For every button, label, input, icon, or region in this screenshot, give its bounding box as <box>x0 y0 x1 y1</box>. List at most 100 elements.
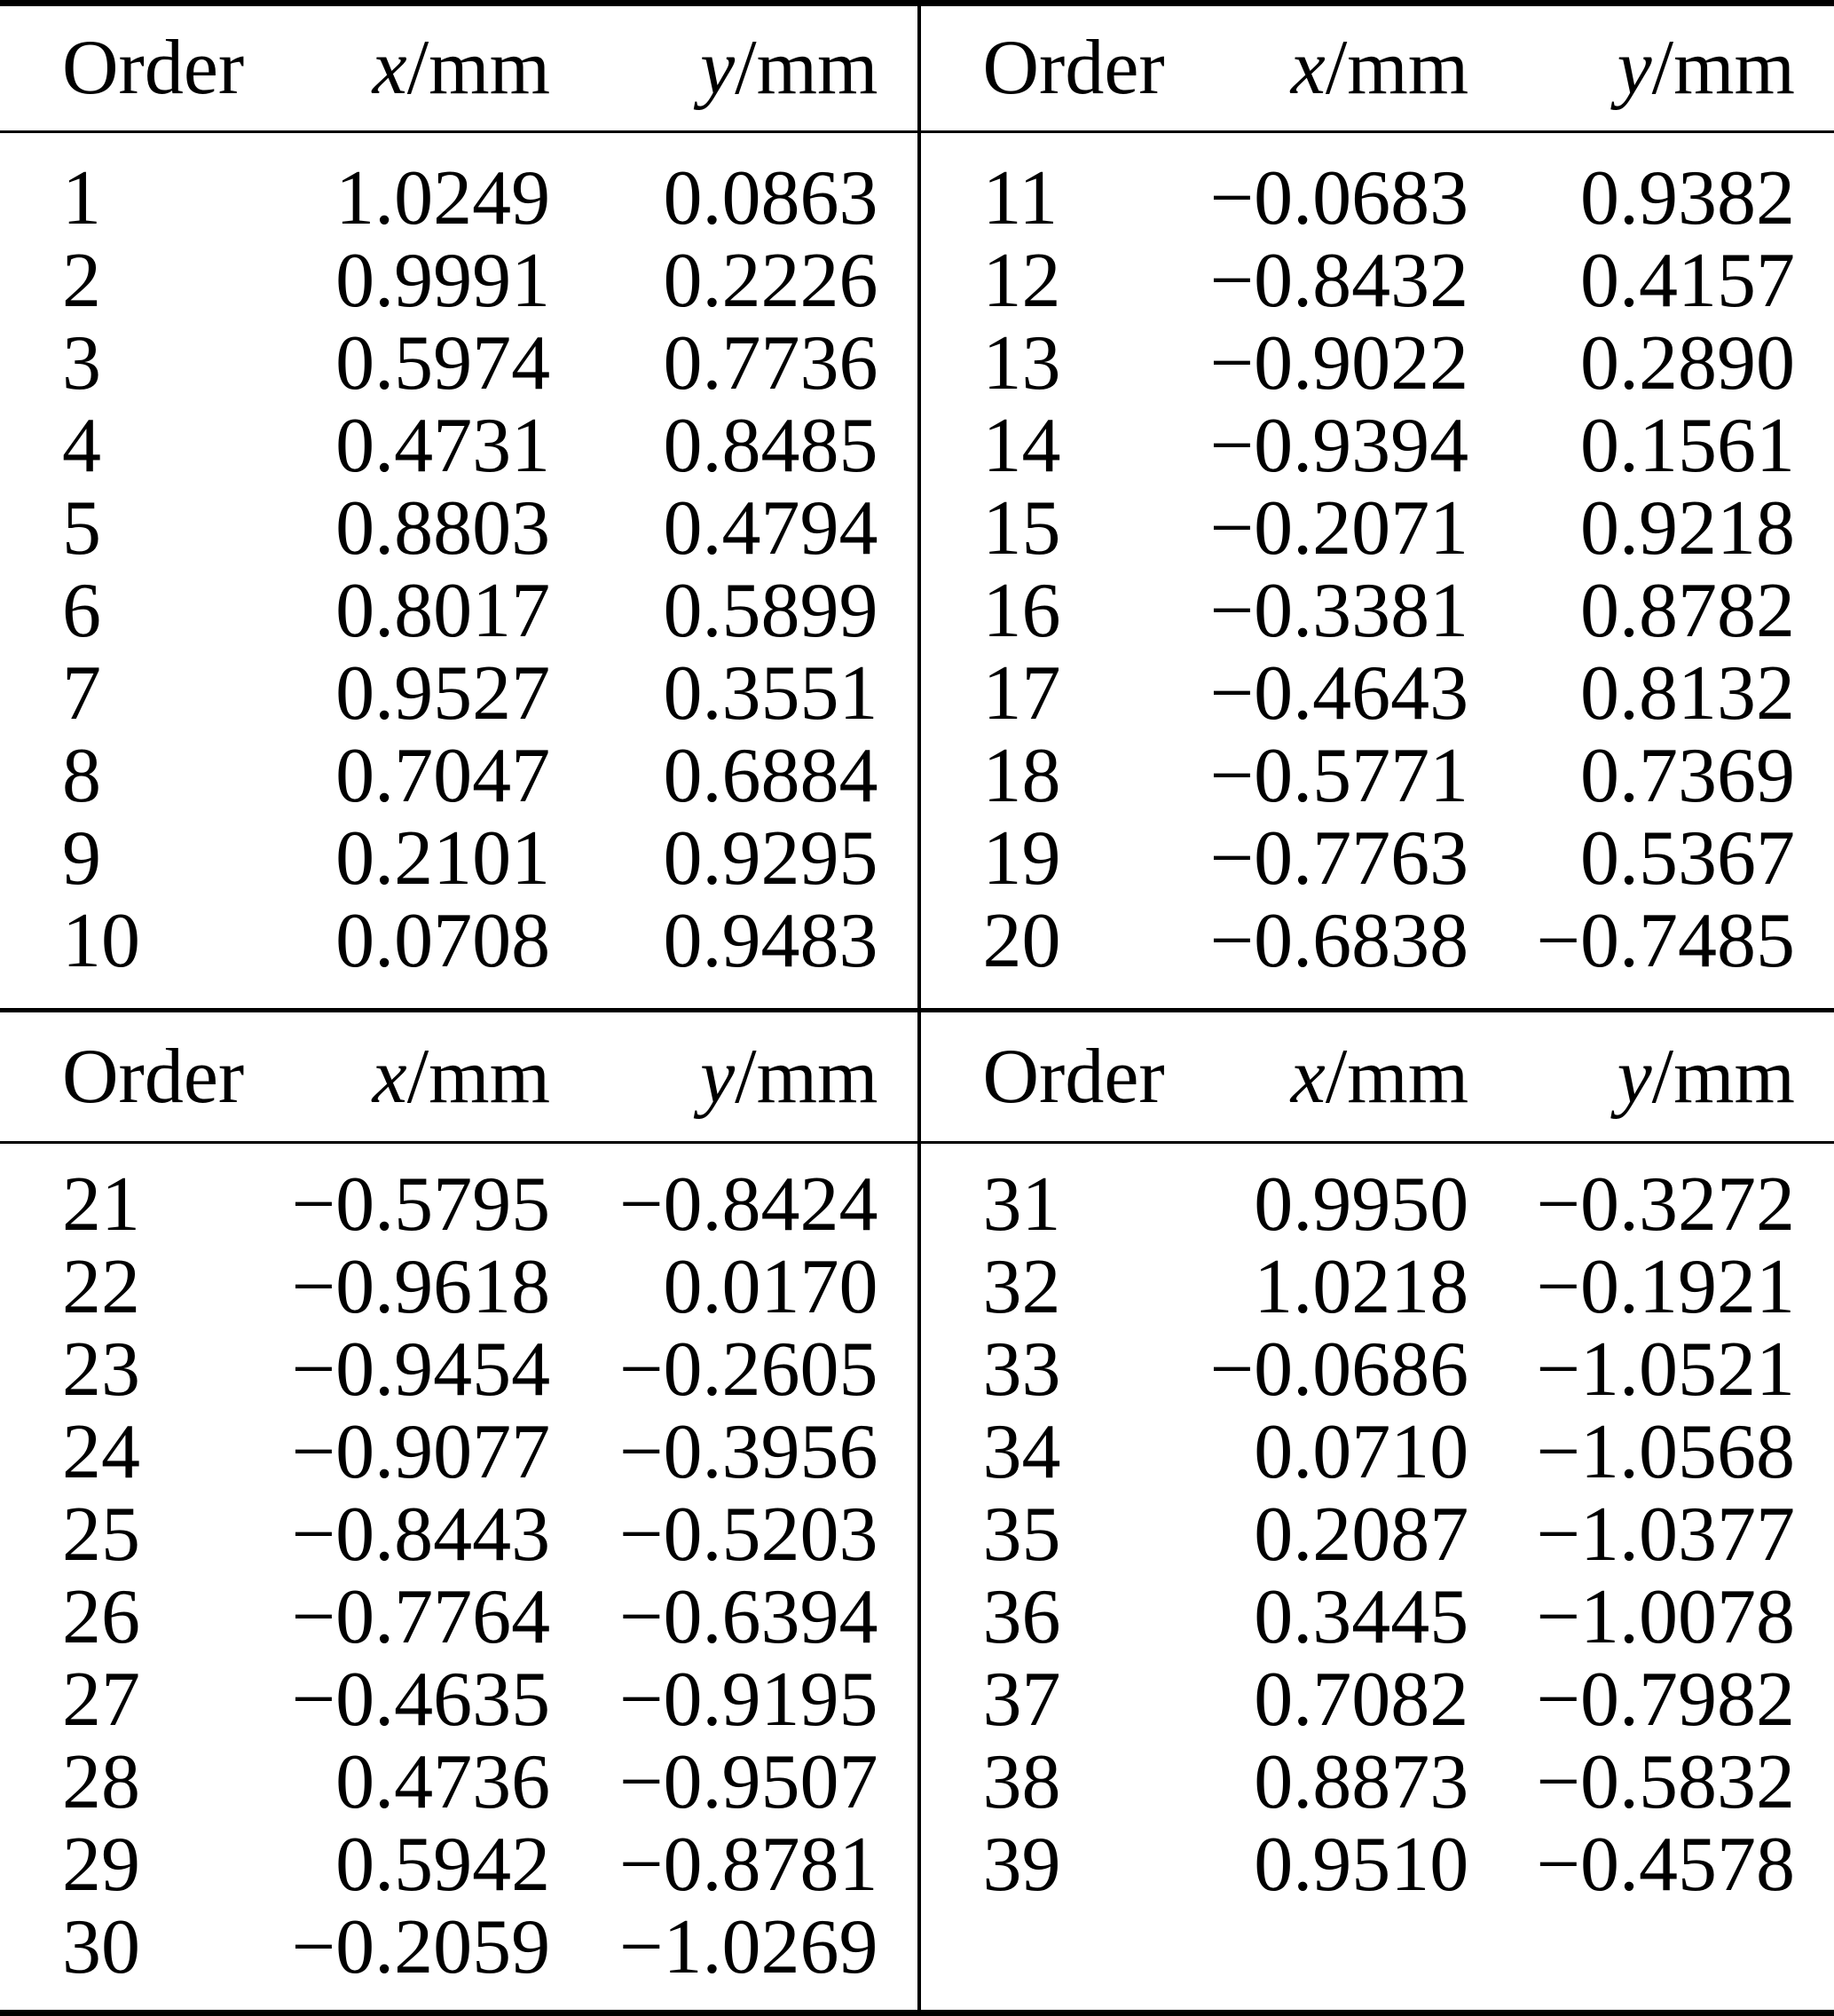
order-cell: 38 <box>982 1739 1061 1825</box>
order-cell: 35 <box>982 1492 1061 1578</box>
x-value-cell: −0.7764 <box>291 1574 551 1660</box>
y-value-cell: −0.7485 <box>1536 898 1795 984</box>
x-value-cell: 1.0218 <box>1254 1244 1469 1330</box>
table-row: 15 −0.2071 0.9218 <box>921 487 1834 570</box>
column-header-x: x/mm <box>256 1012 550 1141</box>
x-value-cell: −0.9022 <box>1209 320 1469 406</box>
y-value-cell: −0.5832 <box>1536 1739 1795 1825</box>
order-cell: 8 <box>62 733 101 819</box>
y-value-cell: −0.4578 <box>1536 1822 1795 1908</box>
order-cell: 12 <box>982 238 1061 324</box>
order-cell: 30 <box>62 1904 140 1990</box>
order-cell: 3 <box>62 320 101 406</box>
x-value-cell: 0.3445 <box>1254 1574 1469 1660</box>
y-value-cell: 0.4794 <box>663 485 878 571</box>
x-value-cell: −0.8443 <box>291 1492 551 1578</box>
order-cell: 36 <box>982 1574 1061 1660</box>
order-cell: 33 <box>982 1327 1061 1413</box>
order-cell: 20 <box>982 898 1061 984</box>
table-row: 17 −0.4643 0.8132 <box>921 652 1834 735</box>
x-unit: /mm <box>1325 25 1469 111</box>
column-header-order: Order <box>982 25 1165 111</box>
x-unit: /mm <box>1325 1034 1469 1120</box>
x-value-cell: −0.7763 <box>1209 815 1469 902</box>
order-cell: 16 <box>982 568 1061 654</box>
order-cell: 23 <box>62 1327 140 1413</box>
y-value-cell: −0.2605 <box>618 1327 878 1413</box>
x-value-cell: 0.9510 <box>1254 1822 1469 1908</box>
table2-header-right: Order x/mm y/mm <box>917 1012 1834 1141</box>
x-value-cell: −0.9618 <box>291 1244 551 1330</box>
x-value-cell: 0.8803 <box>335 485 551 571</box>
x-value-cell: −0.8432 <box>1209 238 1469 324</box>
table-row: 8 0.7047 0.6884 <box>0 735 917 817</box>
y-value-cell: 0.6884 <box>663 733 878 819</box>
x-value-cell: −0.9077 <box>291 1409 551 1495</box>
table-row: 14 −0.9394 0.1561 <box>921 405 1834 487</box>
table-row: 20 −0.6838 −0.7485 <box>921 900 1834 982</box>
y-value-cell: 0.4157 <box>1579 238 1795 324</box>
y-value-cell: 0.7736 <box>663 320 878 406</box>
order-cell: 5 <box>62 485 101 571</box>
order-cell: 7 <box>62 650 101 736</box>
table-row: 12 −0.8432 0.4157 <box>921 240 1834 322</box>
table-row: 3 0.5974 0.7736 <box>0 322 917 405</box>
x-value-cell: 0.2101 <box>335 815 551 902</box>
x-value-cell: −0.4635 <box>291 1657 551 1743</box>
x-value-cell: −0.5795 <box>291 1162 551 1248</box>
table-row: 36 0.3445 −1.0078 <box>921 1576 1834 1658</box>
y-variable: y <box>1617 25 1652 111</box>
x-value-cell: −0.9454 <box>291 1327 551 1413</box>
x-value-cell: −0.6838 <box>1209 898 1469 984</box>
column-header-x: x/mm <box>1177 6 1468 130</box>
x-value-cell: −0.0683 <box>1209 155 1469 241</box>
order-cell: 39 <box>982 1822 1061 1908</box>
y-value-cell: 0.7369 <box>1579 733 1795 819</box>
column-header-order: Order <box>982 1034 1165 1120</box>
x-value-cell: 0.0710 <box>1254 1409 1469 1495</box>
y-value-cell: 0.9295 <box>663 815 878 902</box>
table-row: 16 −0.3381 0.8782 <box>921 570 1834 652</box>
x-value-cell: −0.5771 <box>1209 733 1469 819</box>
x-value-cell: −0.2071 <box>1209 485 1469 571</box>
x-value-cell: 0.7047 <box>335 733 551 819</box>
order-cell: 26 <box>62 1574 140 1660</box>
table-row: 32 1.0218 −0.1921 <box>921 1246 1834 1328</box>
y-value-cell: 0.8132 <box>1579 650 1795 736</box>
table-row: 26 −0.7764 −0.6394 <box>0 1576 917 1658</box>
table-row: 30 −0.2059 −1.0269 <box>0 1906 917 1988</box>
y-value-cell: −0.3956 <box>618 1409 878 1495</box>
y-value-cell: −1.0078 <box>1536 1574 1795 1660</box>
y-value-cell: 0.8782 <box>1579 568 1795 654</box>
x-value-cell: −0.4643 <box>1209 650 1469 736</box>
y-value-cell: 0.3551 <box>663 650 878 736</box>
y-value-cell: −0.1921 <box>1536 1244 1795 1330</box>
x-variable: x <box>1290 1034 1326 1120</box>
x-variable: x <box>1290 25 1326 111</box>
order-cell: 37 <box>982 1657 1061 1743</box>
table-row: 1 1.0249 0.0863 <box>0 157 917 240</box>
table-row: 35 0.2087 −1.0377 <box>921 1493 1834 1576</box>
order-cell: 2 <box>62 238 101 324</box>
order-cell: 27 <box>62 1657 140 1743</box>
table-row: 11 −0.0683 0.9382 <box>921 157 1834 240</box>
y-value-cell: 0.2890 <box>1579 320 1795 406</box>
table1-body-right: 11 −0.0683 0.9382 12 −0.8432 0.4157 13 −… <box>917 133 1834 1008</box>
table-row: 19 −0.7763 0.5367 <box>921 817 1834 900</box>
column-header-order: Order <box>62 25 245 111</box>
x-value-cell: 0.9950 <box>1254 1162 1469 1248</box>
table-row: 2 0.9991 0.2226 <box>0 240 917 322</box>
y-unit: /mm <box>735 1034 878 1120</box>
order-cell: 14 <box>982 403 1061 489</box>
y-variable: y <box>1617 1034 1652 1120</box>
y-value-cell: 0.9218 <box>1579 485 1795 571</box>
order-cell: 28 <box>62 1739 140 1825</box>
y-value-cell: −1.0377 <box>1536 1492 1795 1578</box>
table2-header: Order x/mm y/mm Order x/mm y/mm <box>0 1012 1834 1141</box>
table-row: 21 −0.5795 −0.8424 <box>0 1163 917 1246</box>
table-row: 18 −0.5771 0.7369 <box>921 735 1834 817</box>
x-variable: x <box>372 1034 407 1120</box>
table-row: 10 0.0708 0.9483 <box>0 900 917 982</box>
column-header-y: y/mm <box>1468 1012 1834 1141</box>
